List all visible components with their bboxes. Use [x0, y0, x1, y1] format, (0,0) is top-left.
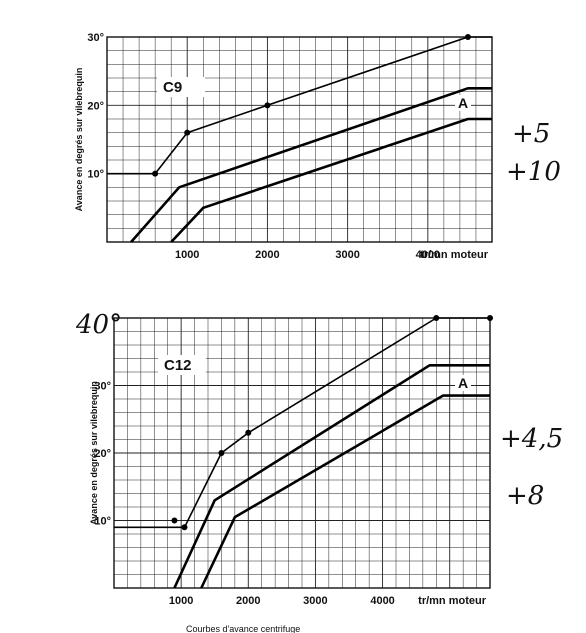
chart-title: C9 [163, 79, 182, 96]
series-line-2 [173, 364, 490, 589]
series-line-1 [107, 36, 492, 175]
y-tick-label: 20° [94, 448, 111, 460]
series-point [433, 315, 440, 321]
series-point [264, 102, 271, 109]
handnote-c12-plus45: +4,5 [500, 424, 563, 454]
x-tick-label: 1000 [169, 595, 193, 607]
x-tick-label: 2000 [255, 249, 279, 261]
x-tick-label: 2000 [236, 595, 260, 607]
handnote-c12-40deg: 40° [75, 310, 122, 340]
series-point [464, 34, 471, 40]
series-label-backdrop [455, 95, 471, 111]
series-line-3 [170, 117, 492, 243]
y-tick-label: 10° [94, 516, 111, 528]
series-label-backdrop [455, 375, 471, 391]
series-line-3 [200, 394, 490, 589]
series-line-1 [114, 317, 490, 529]
handwritten-notes: +5 +10 40° +4,5 +8 [75, 119, 563, 511]
series-point [245, 429, 252, 436]
title-backdrop [157, 77, 205, 97]
figure-caption: Courbes d'avance centrifuge [186, 624, 300, 633]
x-tick-label: 4000 [416, 249, 440, 261]
y-tick-label: 30° [94, 381, 111, 393]
y-axis-label: Avance en degrés sur vilebrequin [74, 68, 84, 212]
y-tick-label: 30° [87, 32, 104, 44]
chart-c12: 10° 20° 30° 1000 2000 3000 4000 tr/mn moteur Ava… [89, 315, 493, 607]
handnote-c9-plus10: +10 [506, 157, 561, 187]
series-point [218, 450, 225, 456]
x-axis-label: tr/mn moteur [418, 595, 487, 607]
chart-title: C12 [164, 357, 192, 374]
y-tick-label: 10° [87, 169, 104, 181]
handnote-c9-plus5: +5 [512, 119, 550, 149]
series-point [181, 524, 188, 531]
series-point [487, 315, 493, 321]
series-point [152, 170, 159, 177]
series-line-2 [130, 87, 492, 243]
title-backdrop [158, 355, 206, 375]
plot-frame [113, 317, 491, 589]
y-tick-label: 20° [87, 100, 104, 112]
series-label: A [458, 375, 468, 391]
x-axis-label: tr/mn moteur [420, 249, 489, 261]
series-point [184, 129, 191, 136]
y-axis-label: Avance en degrés sur vilebrequin [89, 381, 99, 525]
series-label: A [458, 95, 468, 111]
x-tick-label: 1000 [175, 249, 199, 261]
series-point [171, 517, 178, 524]
x-tick-label: 3000 [303, 595, 327, 607]
handnote-c12-plus8: +8 [506, 481, 544, 511]
grid [113, 317, 491, 589]
x-tick-label: 4000 [370, 595, 394, 607]
x-tick-label: 3000 [335, 249, 359, 261]
plot-frame [106, 36, 493, 243]
